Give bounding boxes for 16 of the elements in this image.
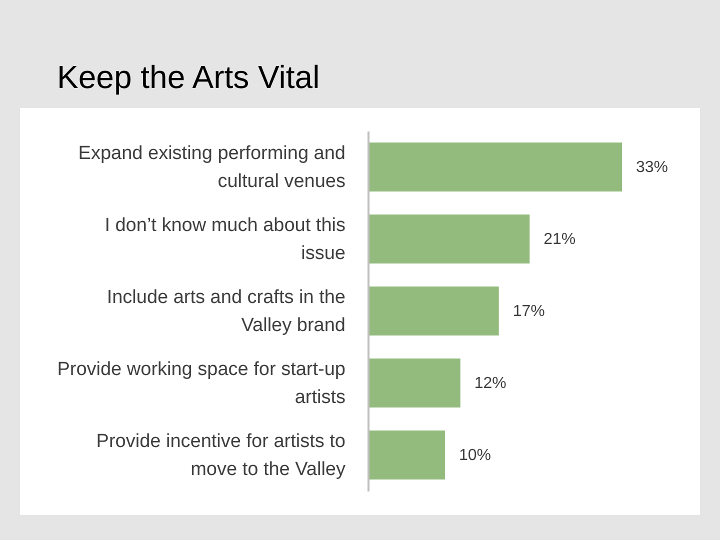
- bar: [368, 430, 445, 480]
- y-tick-label: I don’t know much about this issue: [104, 215, 346, 264]
- data-label: 10%: [458, 447, 491, 464]
- y-tick-label: Include arts and crafts in the Valley brand: [106, 287, 346, 336]
- bar: [368, 286, 499, 336]
- data-label: 33%: [636, 159, 668, 176]
- chart-title: Keep the Arts Vital: [57, 59, 320, 95]
- data-label: 17%: [512, 303, 545, 320]
- data-label: 12%: [474, 375, 506, 392]
- data-label: 21%: [544, 231, 576, 248]
- bar: [368, 214, 530, 264]
- y-tick-label: Expand existing performing and cultural venues: [78, 143, 346, 192]
- y-tick-label: Provide working space for start-up artists: [57, 359, 346, 408]
- bar: [368, 358, 460, 408]
- y-tick-label: Provide incentive for artists to move to the Valley: [96, 431, 346, 480]
- bar: [368, 142, 622, 192]
